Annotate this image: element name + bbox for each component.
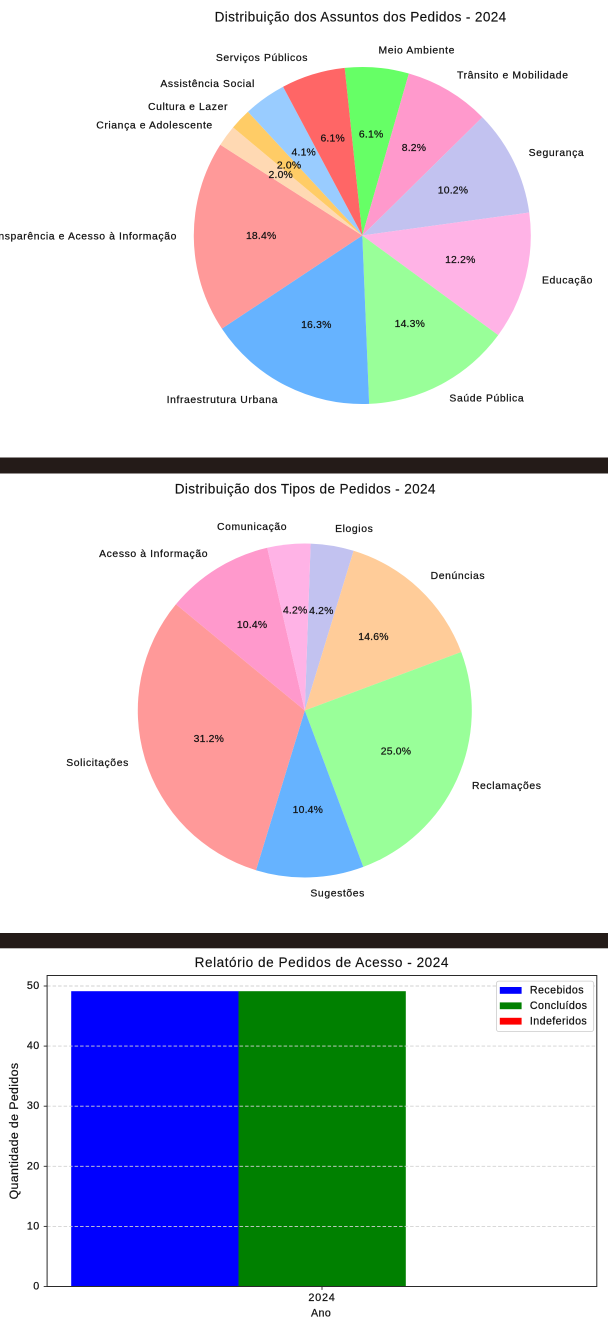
- svg-text:Solicitações: Solicitações: [66, 758, 129, 769]
- svg-text:Ano: Ano: [311, 1308, 331, 1320]
- svg-text:12.2%: 12.2%: [445, 255, 475, 266]
- svg-text:Meio Ambiente: Meio Ambiente: [379, 45, 456, 56]
- svg-text:Comunicação: Comunicação: [217, 522, 287, 533]
- svg-text:Criança e Adolescente: Criança e Adolescente: [96, 120, 213, 131]
- svg-text:31.2%: 31.2%: [194, 734, 224, 745]
- svg-text:4.1%: 4.1%: [292, 148, 316, 159]
- svg-text:25.0%: 25.0%: [381, 747, 411, 758]
- svg-text:10.2%: 10.2%: [438, 185, 468, 196]
- svg-text:Segurança: Segurança: [529, 148, 585, 159]
- svg-text:18.4%: 18.4%: [246, 231, 276, 242]
- svg-text:50: 50: [27, 980, 40, 992]
- svg-text:Sugestões: Sugestões: [310, 889, 365, 900]
- svg-text:Elogios: Elogios: [335, 524, 373, 535]
- svg-text:14.3%: 14.3%: [395, 319, 425, 330]
- svg-text:0: 0: [33, 1281, 39, 1293]
- svg-text:Transparência e Acesso à Infor: Transparência e Acesso à Informação: [0, 232, 177, 243]
- svg-text:Educação: Educação: [542, 275, 593, 286]
- svg-text:8.2%: 8.2%: [402, 143, 426, 154]
- svg-text:Serviços Públicos: Serviços Públicos: [216, 53, 308, 64]
- svg-text:Assistência Social: Assistência Social: [160, 79, 255, 90]
- svg-text:Denúncias: Denúncias: [431, 571, 486, 582]
- svg-text:Saúde Pública: Saúde Pública: [449, 394, 524, 405]
- svg-text:10.4%: 10.4%: [293, 805, 323, 816]
- svg-text:4.2%: 4.2%: [283, 605, 307, 616]
- svg-text:Distribuição dos Assuntos dos: Distribuição dos Assuntos dos Pedidos - …: [215, 10, 507, 25]
- svg-text:Recebidos: Recebidos: [530, 985, 584, 997]
- svg-text:16.3%: 16.3%: [301, 320, 331, 331]
- svg-text:2024: 2024: [308, 1292, 335, 1304]
- svg-text:40: 40: [27, 1040, 40, 1052]
- svg-text:10.4%: 10.4%: [237, 620, 267, 631]
- svg-text:Concluídos: Concluídos: [530, 1000, 587, 1012]
- svg-text:Acesso à Informação: Acesso à Informação: [99, 549, 208, 560]
- svg-text:20: 20: [27, 1160, 40, 1172]
- svg-text:2.0%: 2.0%: [277, 160, 301, 171]
- svg-text:6.1%: 6.1%: [359, 129, 383, 140]
- svg-text:Indeferidos: Indeferidos: [530, 1016, 587, 1028]
- svg-text:30: 30: [27, 1100, 40, 1112]
- svg-text:Quantidade de Pedidos: Quantidade de Pedidos: [7, 1063, 21, 1200]
- svg-text:Distribuição dos Tipos de Pedi: Distribuição dos Tipos de Pedidos - 2024: [175, 482, 436, 497]
- svg-text:Trânsito e Mobilidade: Trânsito e Mobilidade: [457, 71, 569, 82]
- svg-text:Reclamações: Reclamações: [472, 781, 542, 792]
- svg-text:2.0%: 2.0%: [269, 170, 293, 181]
- svg-text:4.2%: 4.2%: [309, 606, 333, 617]
- svg-text:Relatório de Pedidos de Acesso: Relatório de Pedidos de Acesso - 2024: [195, 955, 449, 970]
- svg-text:14.6%: 14.6%: [358, 632, 388, 643]
- svg-text:10: 10: [27, 1220, 40, 1232]
- svg-text:Infraestrutura Urbana: Infraestrutura Urbana: [167, 395, 278, 406]
- svg-text:Cultura e Lazer: Cultura e Lazer: [148, 102, 228, 113]
- svg-text:6.1%: 6.1%: [320, 133, 344, 144]
